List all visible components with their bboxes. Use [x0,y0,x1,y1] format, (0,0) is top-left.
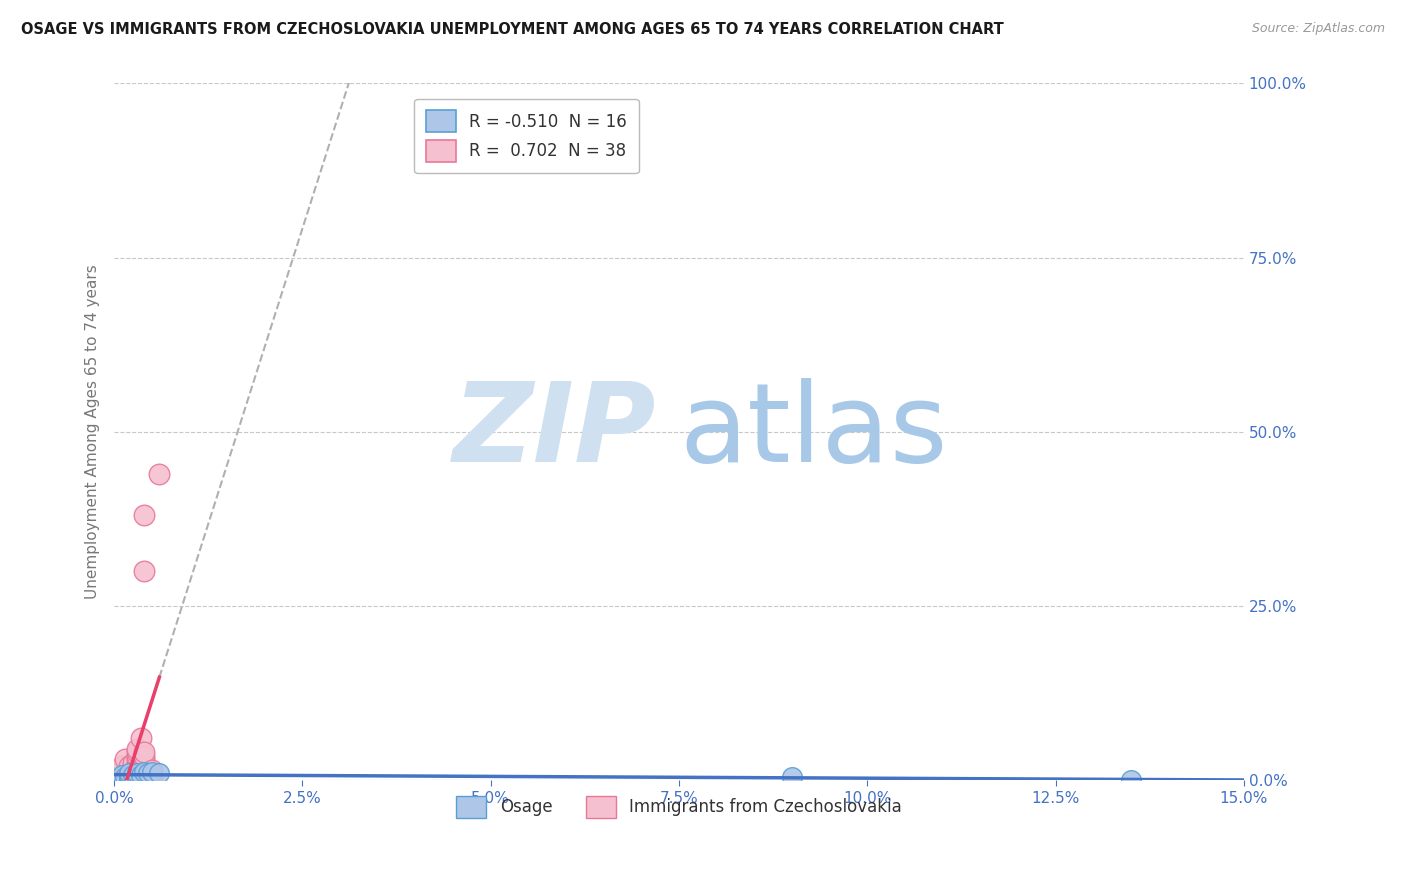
Point [114,752,136,766]
Point [125,756,148,770]
Point [780,770,803,784]
Point [125,742,148,756]
Point [134,764,156,779]
Point [118,769,141,783]
Point [125,748,148,763]
Point [125,770,148,784]
Point [111,766,134,780]
Point [118,770,141,784]
Point [111,768,134,782]
Point [134,759,156,773]
Point [134,748,156,763]
Point [122,756,145,770]
Point [134,564,156,578]
Point [125,770,148,784]
Point [141,766,163,780]
Point [118,759,141,773]
Point [129,768,152,782]
Point [118,768,141,782]
Point [125,770,148,784]
Point [122,768,145,782]
Point [148,467,170,481]
Point [118,766,141,780]
Point [134,746,156,760]
Legend: Osage, Immigrants from Czechoslovakia: Osage, Immigrants from Czechoslovakia [450,789,908,824]
Point [111,763,134,777]
Point [125,766,148,780]
Point [136,766,159,780]
Point [125,752,148,766]
Point [141,770,163,784]
Point [111,770,134,784]
Point [134,752,156,766]
Point [125,766,148,780]
Point [125,770,148,784]
Point [111,759,134,773]
Point [118,771,141,785]
Text: ZIP: ZIP [453,378,657,485]
Point [118,763,141,777]
Point [125,759,148,773]
Point [114,770,136,784]
Point [134,763,156,777]
Point [118,770,141,784]
Text: OSAGE VS IMMIGRANTS FROM CZECHOSLOVAKIA UNEMPLOYMENT AMONG AGES 65 TO 74 YEARS C: OSAGE VS IMMIGRANTS FROM CZECHOSLOVAKIA … [21,22,1004,37]
Text: Source: ZipAtlas.com: Source: ZipAtlas.com [1251,22,1385,36]
Point [111,770,134,784]
Point [118,766,141,780]
Point [125,746,148,760]
Point [129,731,152,746]
Point [148,766,170,780]
Point [125,763,148,777]
Point [141,764,163,779]
Point [134,770,156,784]
Text: atlas: atlas [679,378,948,485]
Y-axis label: Unemployment Among Ages 65 to 74 years: Unemployment Among Ages 65 to 74 years [86,265,100,599]
Point [141,763,163,777]
Point [1119,773,1142,788]
Point [134,766,156,780]
Point [134,508,156,523]
Point [111,770,134,784]
